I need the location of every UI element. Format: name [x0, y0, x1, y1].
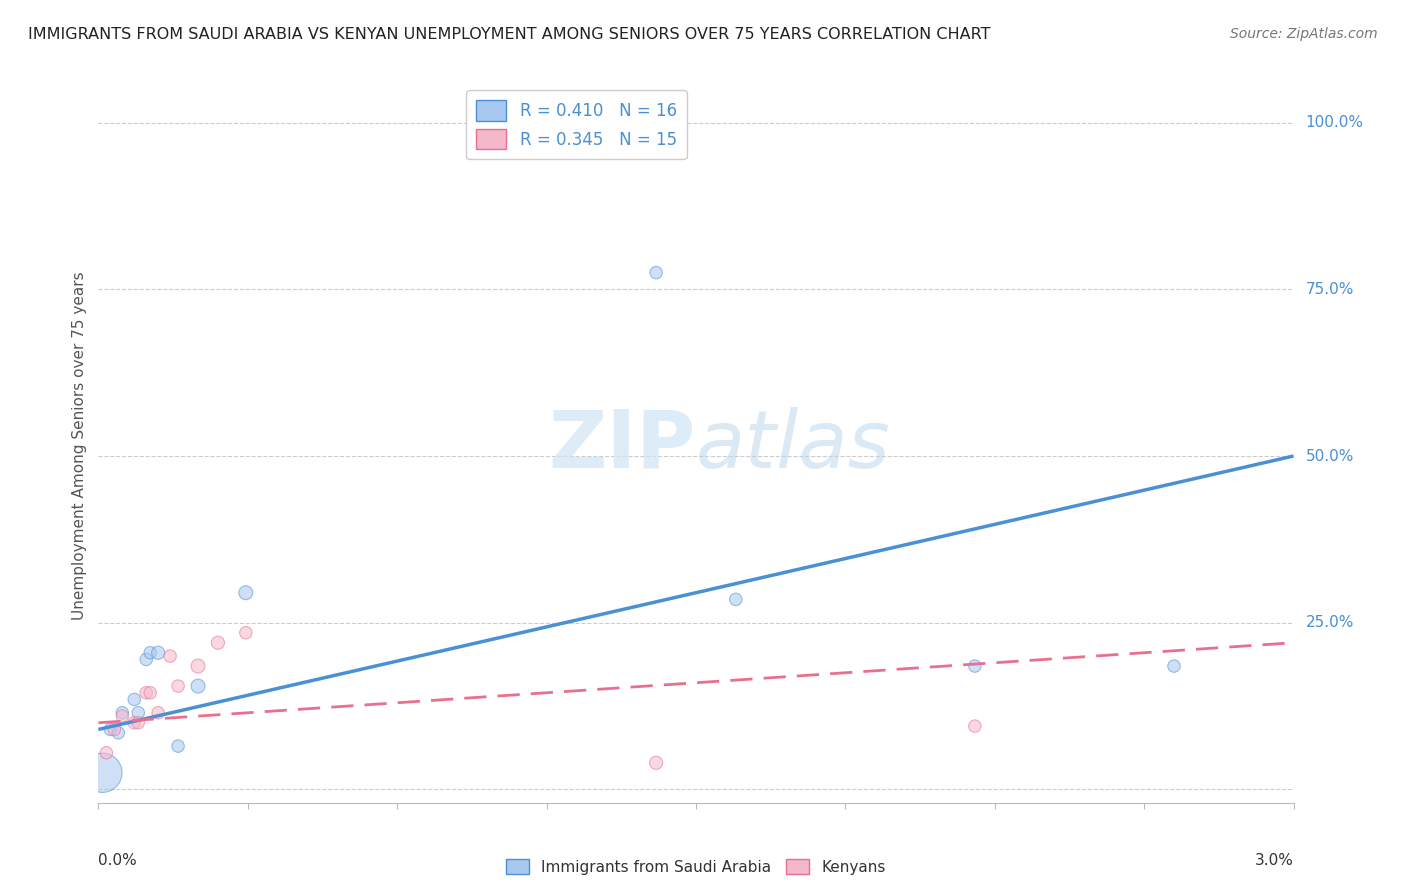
- Point: [107, 725, 129, 739]
- Point: [148, 646, 170, 660]
- Text: 50.0%: 50.0%: [1305, 449, 1354, 464]
- Point: [207, 636, 229, 650]
- Point: [167, 679, 190, 693]
- Point: [645, 266, 668, 280]
- Text: 25.0%: 25.0%: [1305, 615, 1354, 631]
- Point: [235, 625, 257, 640]
- Point: [139, 686, 162, 700]
- Point: [187, 659, 209, 673]
- Point: [963, 719, 986, 733]
- Point: [187, 679, 209, 693]
- Point: [235, 585, 257, 599]
- Text: atlas: atlas: [696, 407, 891, 485]
- Y-axis label: Unemployment Among Seniors over 75 years: Unemployment Among Seniors over 75 years: [72, 272, 87, 620]
- Text: 100.0%: 100.0%: [1305, 115, 1364, 130]
- Point: [167, 739, 190, 753]
- Point: [645, 756, 668, 770]
- Point: [127, 706, 149, 720]
- Point: [963, 659, 986, 673]
- Point: [96, 746, 118, 760]
- Text: 75.0%: 75.0%: [1305, 282, 1354, 297]
- Point: [135, 652, 157, 666]
- Point: [139, 646, 162, 660]
- Text: Source: ZipAtlas.com: Source: ZipAtlas.com: [1230, 27, 1378, 41]
- Legend: Immigrants from Saudi Arabia, Kenyans: Immigrants from Saudi Arabia, Kenyans: [499, 853, 893, 880]
- Point: [124, 715, 146, 730]
- Point: [111, 709, 134, 723]
- Point: [1163, 659, 1185, 673]
- Point: [111, 706, 134, 720]
- Point: [127, 715, 149, 730]
- Text: ZIP: ZIP: [548, 407, 696, 485]
- Text: 3.0%: 3.0%: [1254, 853, 1294, 868]
- Text: 0.0%: 0.0%: [98, 853, 138, 868]
- Point: [98, 723, 122, 737]
- Point: [124, 692, 146, 706]
- Point: [103, 723, 125, 737]
- Point: [148, 706, 170, 720]
- Point: [91, 765, 114, 780]
- Point: [159, 649, 181, 664]
- Point: [724, 592, 747, 607]
- Point: [135, 686, 157, 700]
- Text: IMMIGRANTS FROM SAUDI ARABIA VS KENYAN UNEMPLOYMENT AMONG SENIORS OVER 75 YEARS : IMMIGRANTS FROM SAUDI ARABIA VS KENYAN U…: [28, 27, 991, 42]
